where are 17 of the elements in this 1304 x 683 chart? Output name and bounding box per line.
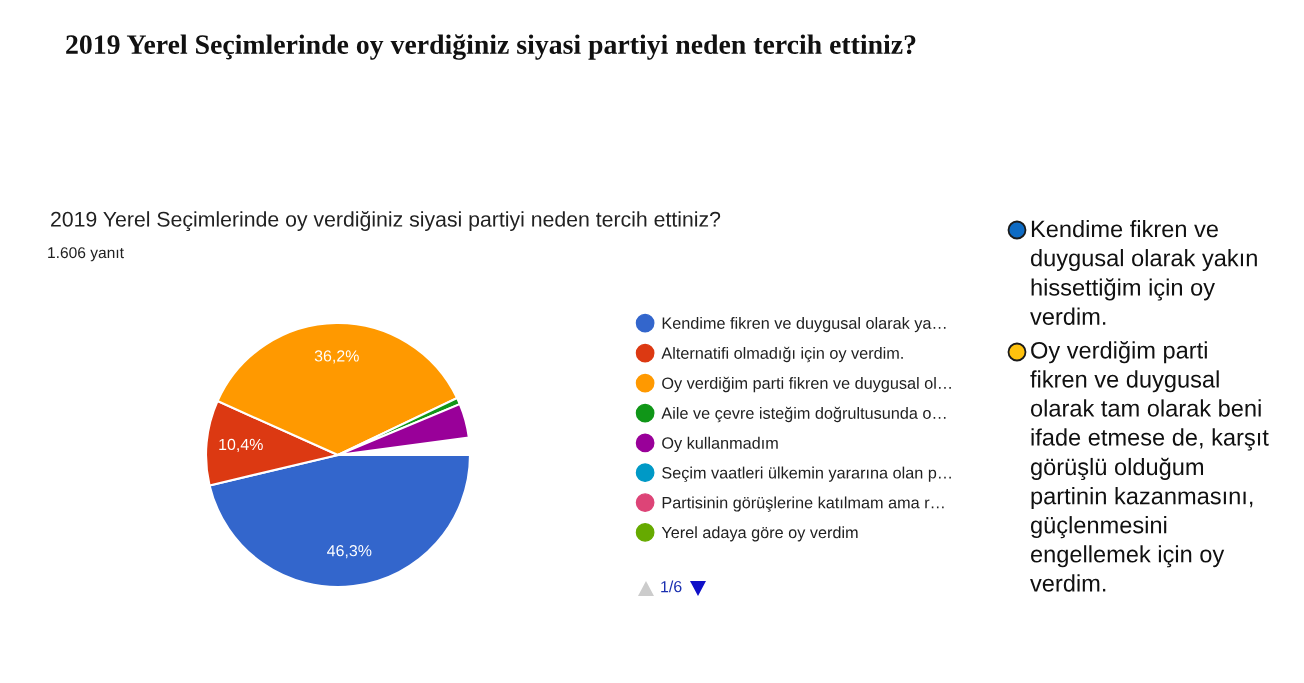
text: 1.606 yanıt [48,247,124,262]
chart-title: 2019 Yerel Seçimlerinde oy verdiğiniz siyasi partiyi neden tercih ettiniz? [66,34,916,60]
data-label: 46,3% [327,545,372,559]
text: Kendime fikren ve duygusal olarak yakın hissettiğim için oy verdim. [1030,220,1257,325]
legend-label: Seçim vaatleri ülkemin yararına olan p… [662,466,951,482]
data-label: 36,2% [314,350,359,364]
chart-subtitle: 2019 Yerel Seçimlerinde oy verdiğiniz siyasi partiyi neden tercih ettiniz? [51,210,721,232]
legend-label: Oy verdiğim parti fikren ve duygusal ol… [662,376,951,393]
legend-label: Oy kullanmadım [662,436,778,452]
legend-label: Alternatifi olmadığı için oy verdim. [661,346,903,363]
legend-label: Yerel adaya göre oy verdim [661,526,858,542]
legend-label: Aile ve çevre isteğim doğrultusunda o… [661,406,946,423]
legend-label: Partisinin görüşlerine katılmam ama r… [662,496,944,512]
text: Oy verdiğim parti fikren ve duygusal olarak tam olarak beni ifade etmese de, karşıt görüşlü olduğum partinin kazanmasını, güçlenmesini engellemek için oy verdim. [1030,341,1269,592]
legend-label: Kendime fikren ve duygusal olarak ya… [662,317,946,333]
text: 1/6 [661,580,682,593]
data-label: 10,4% [219,438,263,452]
